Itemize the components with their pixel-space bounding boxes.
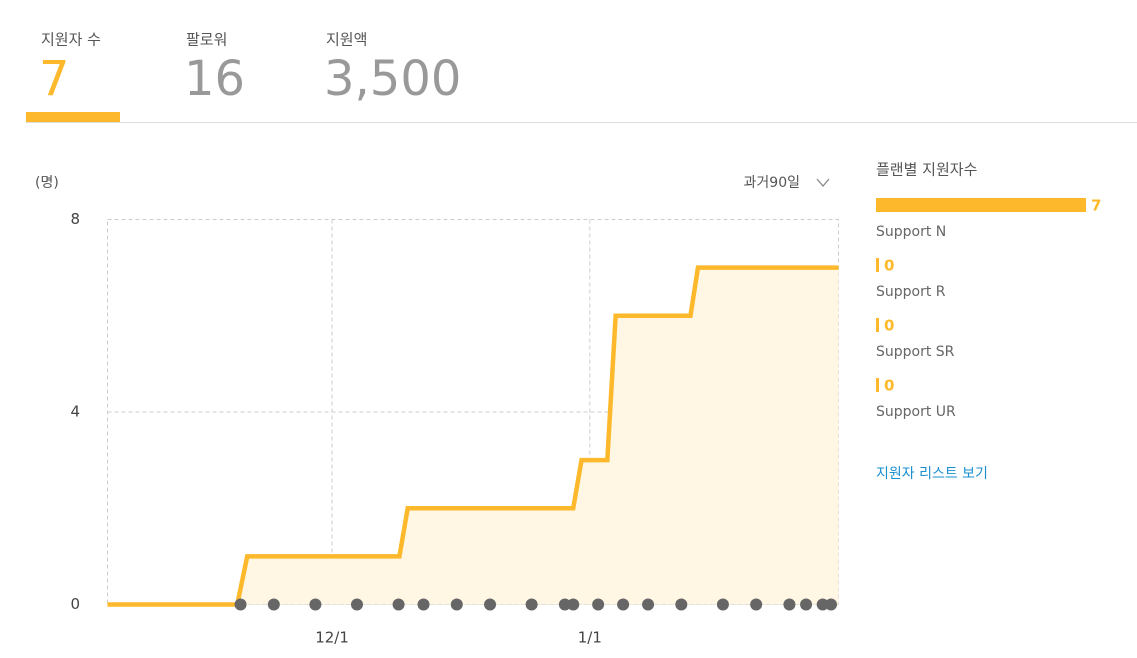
- event-dot: [567, 598, 580, 611]
- plan-bar: [876, 258, 879, 272]
- event-dot: [525, 598, 538, 611]
- plan-value: 0: [884, 377, 894, 395]
- event-dot: [750, 598, 763, 611]
- event-dot: [592, 598, 605, 611]
- event-dot: [816, 598, 829, 611]
- tab-value[interactable]: 3,500: [324, 51, 461, 107]
- event-dot: [716, 598, 729, 611]
- tab-value[interactable]: 7: [39, 51, 70, 107]
- plans-title: 플랜별 지원자수: [876, 161, 977, 179]
- tab-underline: [26, 112, 120, 122]
- chevron: [816, 178, 830, 187]
- tab-value[interactable]: 16: [184, 51, 245, 107]
- event-dot: [558, 598, 571, 611]
- y-tick-label: 0: [70, 595, 80, 613]
- event-dot: [800, 598, 813, 611]
- plan-name: Support R: [876, 284, 946, 300]
- list-link[interactable]: 지원자 리스트 보기: [876, 466, 988, 482]
- x-tick-label: 12/1: [315, 629, 349, 647]
- event-dot: [450, 598, 463, 611]
- event-dot: [234, 598, 247, 611]
- plan-value: 0: [884, 257, 894, 275]
- plan-value: 7: [1091, 197, 1101, 215]
- plan-bar: [876, 318, 879, 332]
- plan-name: Support UR: [876, 404, 956, 420]
- event-dot: [617, 598, 630, 611]
- x-tick-label: 1/1: [578, 629, 602, 647]
- line-area: [107, 267, 839, 605]
- y-tick-label: 8: [70, 210, 80, 228]
- event-dot: [309, 598, 322, 611]
- event-dot: [825, 598, 838, 611]
- period-dropdown[interactable]: 과거90일: [744, 175, 830, 191]
- event-dot: [675, 598, 688, 611]
- event-dot: [267, 598, 280, 611]
- period-label[interactable]: 과거90일: [744, 175, 800, 191]
- event-dot: [642, 598, 655, 611]
- tab-label[interactable]: 지원자 수: [41, 31, 101, 49]
- plan-name: Support N: [876, 224, 946, 240]
- tab-label[interactable]: 지원액: [326, 31, 367, 49]
- plan-bar: [876, 378, 879, 392]
- tab-label[interactable]: 팔로워: [186, 31, 227, 49]
- event-dot: [484, 598, 497, 611]
- plan-name: Support SR: [876, 344, 955, 360]
- event-dot: [783, 598, 796, 611]
- plan-value: 0: [884, 317, 894, 335]
- line: [107, 265, 839, 607]
- y-axis-label: (명): [35, 175, 59, 191]
- event-dot: [350, 598, 363, 611]
- plan-bar: [876, 198, 1086, 212]
- event-dot: [417, 598, 430, 611]
- event-dot: [392, 598, 405, 611]
- y-tick-label: 4: [70, 403, 80, 421]
